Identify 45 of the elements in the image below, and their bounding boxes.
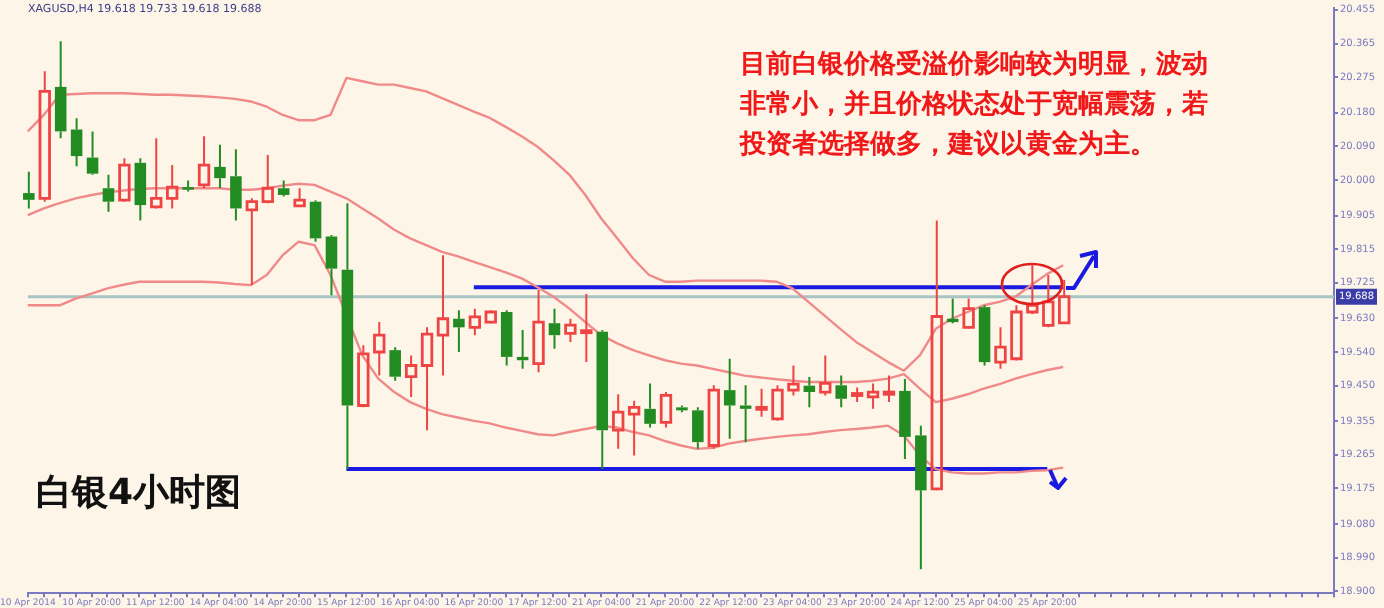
candlestick <box>134 157 147 222</box>
candlestick <box>325 236 338 297</box>
candlestick <box>23 170 35 210</box>
candlestick <box>866 382 880 410</box>
candlestick <box>500 309 513 367</box>
candlestick <box>420 326 434 432</box>
candlestick <box>261 153 274 204</box>
candlestick <box>230 148 242 222</box>
candlestick <box>723 357 736 440</box>
candlestick <box>38 70 51 203</box>
candlestick <box>803 376 816 409</box>
candlestick <box>532 288 545 374</box>
candlestick <box>214 143 226 190</box>
candlestick <box>54 40 67 140</box>
candlestick <box>436 254 450 377</box>
annotation: 目前白银价格受溢价影响较为明显，波动非常小，并且价格状态处于宽幅震荡，若投资者选择做多，建议以黄金为主。 <box>740 47 1210 164</box>
candlestick <box>548 307 561 350</box>
candlestick <box>197 135 211 190</box>
text: 白银4小时图 <box>36 470 242 516</box>
candlestick <box>978 304 991 367</box>
candlestick <box>915 424 927 571</box>
candlestick <box>453 309 465 354</box>
candlestick <box>627 399 641 457</box>
candlestick <box>102 173 115 213</box>
candlestick <box>644 382 656 429</box>
candlestick <box>341 202 354 471</box>
candlestick <box>819 354 832 397</box>
candlestick <box>930 219 943 491</box>
candlestick <box>182 179 194 193</box>
candlestick <box>309 201 322 243</box>
candlestick <box>612 393 625 450</box>
candlestick <box>899 377 911 460</box>
candlestick <box>86 130 99 174</box>
candlestick <box>692 406 704 450</box>
candlestick <box>166 164 179 210</box>
candlestick <box>70 117 83 168</box>
candlestick <box>389 346 401 382</box>
candlestick <box>596 328 609 471</box>
candlestick <box>245 197 259 287</box>
candlestick <box>676 404 688 414</box>
candlestick <box>404 354 418 398</box>
candlestick <box>739 384 752 444</box>
candlestick <box>150 137 163 209</box>
candlestick <box>882 374 896 404</box>
candlestick <box>835 374 847 409</box>
